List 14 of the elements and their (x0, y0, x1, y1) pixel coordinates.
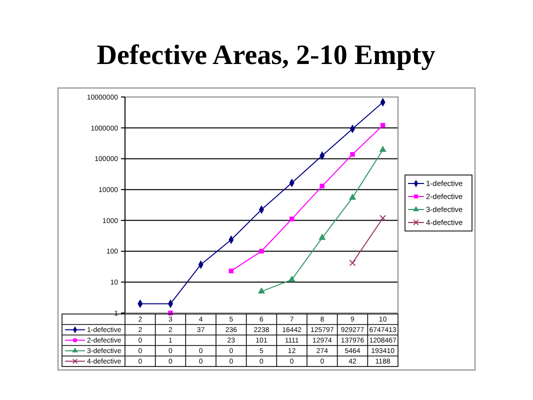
point (348, 194, 356, 200)
point (350, 152, 355, 157)
point (318, 234, 326, 240)
point (228, 268, 234, 274)
point (320, 184, 325, 188)
point (379, 146, 386, 152)
chart-title: Defective Areas, 2-10 Empty (96, 40, 436, 71)
point (380, 122, 386, 128)
point (289, 216, 294, 222)
point (258, 287, 266, 294)
point (349, 260, 356, 266)
point (259, 248, 264, 254)
point (380, 214, 386, 222)
point (288, 276, 296, 282)
